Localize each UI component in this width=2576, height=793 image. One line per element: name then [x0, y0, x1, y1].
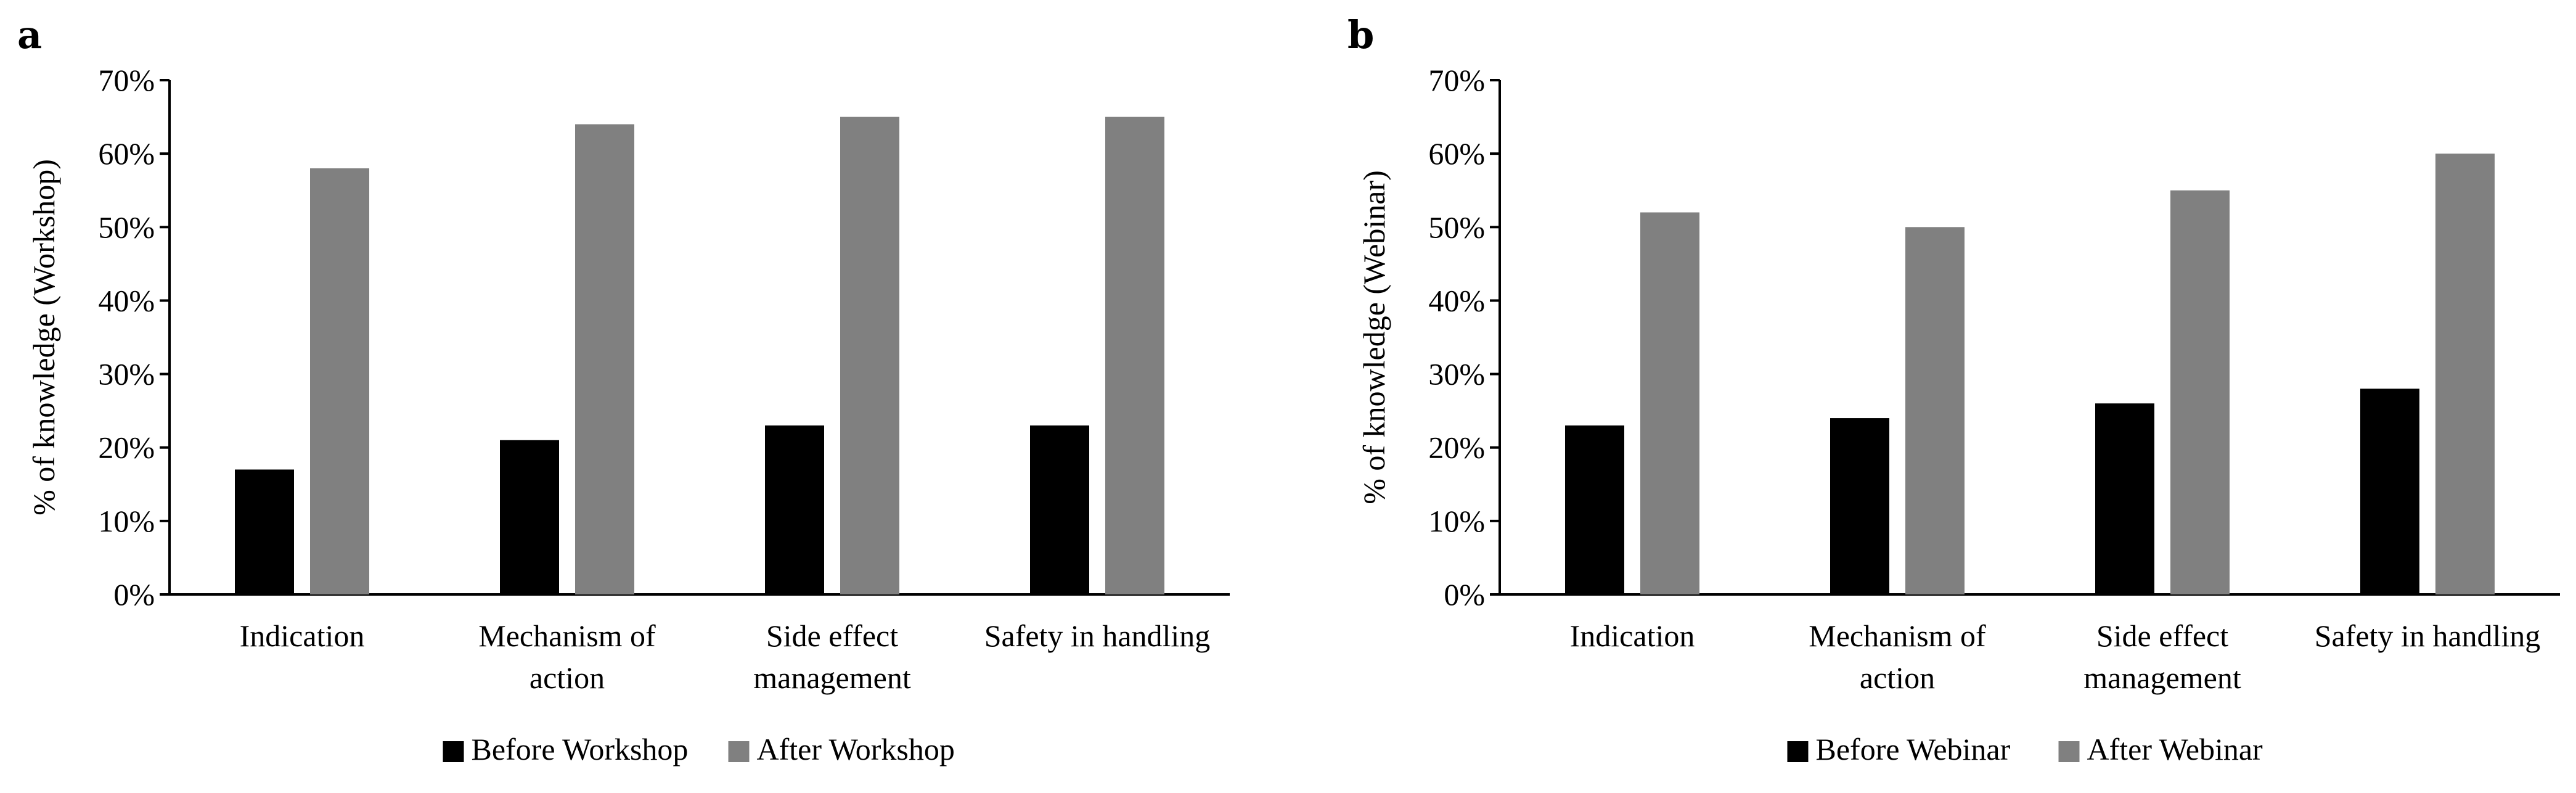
- y-tick-label: 50%: [1428, 210, 1485, 244]
- bar-before: [1565, 425, 1624, 594]
- bar-after: [840, 117, 899, 595]
- y-tick-label: 0%: [113, 577, 155, 612]
- y-tick-label: 40%: [1428, 283, 1485, 318]
- panel-letter: b: [1347, 12, 1374, 57]
- bar-after: [2435, 154, 2495, 595]
- bar-after: [1640, 212, 1699, 594]
- y-axis-title: % of knowledge (Webinar): [1357, 170, 1391, 504]
- y-tick-label: 20%: [98, 430, 155, 465]
- panel-letter: a: [17, 12, 42, 57]
- legend-swatch-after: [2058, 741, 2080, 762]
- y-tick-label: 70%: [98, 63, 155, 97]
- y-tick-label: 10%: [98, 504, 155, 538]
- x-category-label: Safety in handling: [984, 618, 1211, 653]
- y-tick-label: 30%: [98, 357, 155, 392]
- bar-after: [575, 124, 634, 594]
- bar-before: [2095, 403, 2154, 594]
- y-tick-label: 0%: [1444, 577, 1485, 612]
- legend-label-before: Before Workshop: [472, 732, 689, 766]
- x-category-label: Safety in handling: [2315, 618, 2541, 653]
- bar-before: [1830, 418, 1889, 594]
- y-tick-label: 10%: [1428, 504, 1485, 538]
- bar-after: [2170, 190, 2230, 594]
- legend-label-after: After Workshop: [757, 732, 955, 766]
- legend-swatch-before: [1787, 741, 1809, 762]
- y-tick-label: 20%: [1428, 430, 1485, 465]
- chart-panel-a: a % of knowledge (Workshop) 0% 10% 20% 30% 40%…: [17, 12, 1230, 766]
- y-tick-label: 30%: [1428, 357, 1485, 392]
- bar-before: [1030, 425, 1089, 594]
- x-category-label: Mechanism of action: [478, 618, 656, 695]
- y-tick-label: 60%: [98, 136, 155, 171]
- y-tick-label: 60%: [1428, 136, 1485, 171]
- bar-before: [2360, 388, 2419, 594]
- y-tick-label: 70%: [1428, 63, 1485, 97]
- bar-before: [235, 469, 294, 594]
- legend-label-before: Before Webinar: [1816, 732, 2011, 766]
- bar-before: [765, 425, 824, 594]
- bar-before: [500, 440, 559, 594]
- x-category-label: Side effect management: [753, 618, 911, 695]
- y-tick-label: 50%: [98, 210, 155, 244]
- y-axis-title: % of knowledge (Workshop): [27, 159, 61, 516]
- legend-label-after: After Webinar: [2087, 732, 2263, 766]
- x-category-label: Indication: [1570, 618, 1695, 653]
- y-tick-label: 40%: [98, 283, 155, 318]
- x-category-label: Side effect management: [2083, 618, 2241, 695]
- bar-after: [310, 168, 369, 594]
- legend-swatch-before: [443, 741, 464, 762]
- x-category-label: Indication: [240, 618, 365, 653]
- chart-panel-b: b % of knowledge (Webinar) 0% 10% 20% 30% 40% 5…: [1347, 12, 2560, 766]
- legend-swatch-after: [728, 741, 750, 762]
- bar-after: [1905, 227, 1965, 594]
- bar-after: [1105, 117, 1164, 595]
- x-category-label: Mechanism of action: [1809, 618, 1986, 695]
